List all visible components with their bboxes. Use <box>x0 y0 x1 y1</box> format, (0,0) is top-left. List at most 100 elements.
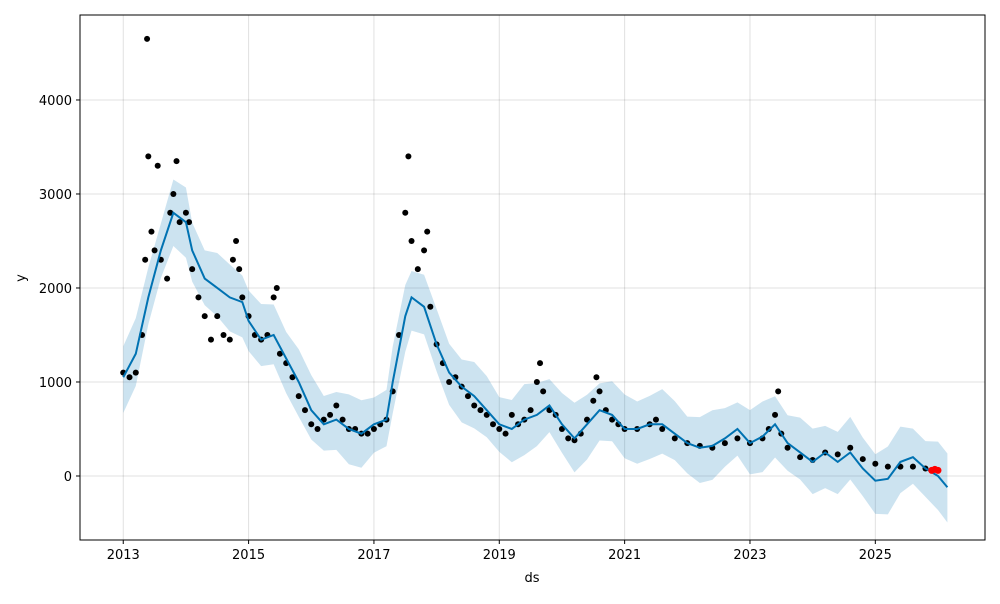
observed-point <box>775 388 782 395</box>
x-tick-label: 2013 <box>107 548 140 563</box>
observed-point <box>734 435 741 442</box>
observed-point <box>571 437 578 444</box>
observed-point <box>483 411 490 418</box>
observed-point <box>273 284 280 291</box>
observed-point <box>596 388 603 395</box>
observed-point <box>167 209 174 216</box>
observed-point <box>508 411 515 418</box>
forecast-line <box>122 211 949 488</box>
x-tick-label: 2021 <box>608 548 641 563</box>
observed-point <box>834 451 841 458</box>
observed-point <box>884 463 891 470</box>
observed-point <box>233 237 240 244</box>
observed-point <box>721 440 728 447</box>
observed-point <box>427 303 434 310</box>
y-tick-label: 2000 <box>39 282 72 297</box>
y-axis-ticks: 0 1000 2000 3000 4000 <box>39 94 80 485</box>
x-axis-ticks: 2013 2015 2017 2019 2021 2023 2025 <box>107 540 892 563</box>
observed-point <box>471 402 478 409</box>
observed-point <box>909 463 916 470</box>
observed-point <box>540 388 547 395</box>
observed-point <box>502 430 509 437</box>
plot-frame <box>79 14 986 541</box>
recent-point <box>934 466 942 474</box>
y-tick-label: 3000 <box>39 188 72 203</box>
observed-point <box>314 425 321 432</box>
observed-point <box>270 294 277 301</box>
observed-point <box>308 421 315 428</box>
observed-point <box>214 313 221 320</box>
observed-point <box>652 416 659 423</box>
observed-point <box>236 266 243 273</box>
observed-point <box>527 407 534 414</box>
observed-point <box>170 190 177 197</box>
observed-point <box>276 350 283 357</box>
observed-point <box>402 209 409 216</box>
observed-point <box>132 369 139 376</box>
x-tick-label: 2019 <box>483 548 516 563</box>
observed-point <box>229 256 236 263</box>
observed-point <box>145 153 152 160</box>
observed-point <box>239 294 246 301</box>
observed-point <box>182 209 189 216</box>
observed-point <box>414 266 421 273</box>
y-tick-label: 0 <box>64 470 72 485</box>
observed-point <box>772 411 779 418</box>
observed-point <box>565 435 572 442</box>
observed-point <box>126 374 133 381</box>
x-axis-label: ds <box>524 571 539 586</box>
observed-point <box>421 247 428 254</box>
observed-point <box>477 407 484 414</box>
observed-point <box>609 416 616 423</box>
observed-point <box>859 456 866 463</box>
observed-point <box>148 228 155 235</box>
uncertainty-interval <box>123 179 948 523</box>
observed-point <box>154 162 161 169</box>
y-tick-label: 4000 <box>39 94 72 109</box>
x-tick-label: 2015 <box>232 548 265 563</box>
x-tick-label: 2025 <box>859 548 892 563</box>
grid-lines <box>80 15 985 540</box>
observed-point <box>364 430 371 437</box>
y-axis-label: y <box>14 274 29 282</box>
observed-point <box>144 35 151 42</box>
observed-point <box>201 313 208 320</box>
observed-point <box>142 256 149 263</box>
observed-point <box>496 425 503 432</box>
observed-point <box>176 219 183 226</box>
observed-point <box>847 444 854 451</box>
observed-point <box>537 360 544 367</box>
observed-point <box>164 275 171 282</box>
observed-point <box>408 237 415 244</box>
observed-point <box>464 393 471 400</box>
observed-point <box>173 158 180 165</box>
x-tick-label: 2017 <box>357 548 390 563</box>
observed-point <box>333 402 340 409</box>
observed-point <box>301 407 308 414</box>
observed-point <box>533 378 540 385</box>
observed-point <box>189 266 196 273</box>
observed-point <box>226 336 233 343</box>
observed-point <box>220 331 227 338</box>
observed-point <box>590 397 597 404</box>
observed-point <box>405 153 412 160</box>
observed-point <box>295 393 302 400</box>
observed-point <box>797 454 804 461</box>
recent-points <box>928 465 942 474</box>
observed-point <box>490 421 497 428</box>
observed-point <box>339 416 346 423</box>
observed-point <box>424 228 431 235</box>
observed-point <box>584 416 591 423</box>
observed-point <box>195 294 202 301</box>
observed-point <box>784 444 791 451</box>
observed-point <box>186 219 193 226</box>
observed-point <box>671 435 678 442</box>
observed-point <box>370 425 377 432</box>
observed-point <box>593 374 600 381</box>
y-tick-label: 1000 <box>39 376 72 391</box>
observed-point <box>320 416 327 423</box>
observed-point <box>446 378 453 385</box>
observed-point <box>151 247 158 254</box>
observed-point <box>289 374 296 381</box>
